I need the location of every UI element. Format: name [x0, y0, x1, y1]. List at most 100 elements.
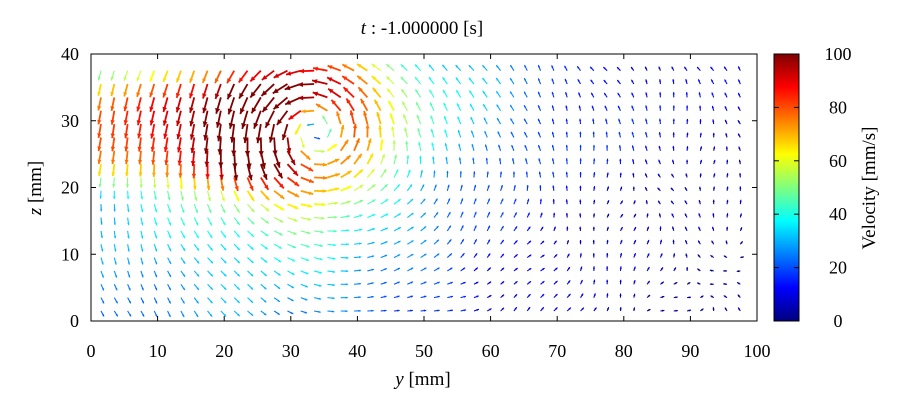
velocity-arrow	[446, 170, 449, 178]
velocity-arrow	[553, 240, 558, 245]
velocity-arrow	[153, 190, 157, 200]
velocity-arrow	[367, 282, 374, 285]
velocity-arrow	[137, 137, 142, 152]
velocity-arrow	[167, 204, 172, 213]
velocity-arrow	[138, 164, 143, 177]
velocity-arrow	[672, 79, 675, 85]
velocity-arrow	[620, 213, 624, 218]
velocity-arrow	[460, 198, 464, 205]
velocity-arrow	[602, 66, 608, 72]
velocity-arrow	[260, 270, 268, 277]
x-tick-label: 100	[744, 341, 771, 361]
velocity-arrow	[616, 79, 621, 85]
velocity-arrow	[127, 257, 130, 265]
velocity-arrow	[433, 184, 437, 192]
velocity-arrow	[606, 306, 610, 312]
velocity-arrow	[233, 257, 241, 264]
velocity-arrow	[606, 239, 609, 245]
velocity-arrow	[380, 254, 388, 259]
velocity-arrow	[340, 243, 349, 246]
velocity-arrow	[164, 150, 169, 165]
velocity-arrow	[327, 64, 342, 72]
velocity-arrow	[367, 228, 376, 232]
velocity-arrow	[579, 213, 582, 218]
velocity-arrow	[525, 171, 528, 178]
velocity-arrow	[113, 297, 119, 304]
velocity-arrow	[618, 118, 621, 125]
velocity-arrow	[513, 226, 518, 232]
velocity-arrow	[193, 283, 200, 291]
velocity-arrow	[300, 243, 310, 248]
velocity-arrow	[619, 293, 622, 298]
velocity-arrow	[468, 77, 475, 85]
velocity-arrow	[441, 64, 448, 72]
velocity-arrow	[136, 110, 142, 126]
velocity-arrow	[509, 91, 515, 98]
velocity-arrow	[473, 238, 478, 245]
velocity-arrow	[314, 149, 325, 154]
velocity-arrow	[684, 200, 688, 205]
velocity-arrow	[247, 270, 254, 277]
velocity-arrow	[579, 253, 582, 258]
velocity-arrow	[349, 110, 355, 125]
velocity-arrow	[473, 267, 479, 272]
velocity-arrow	[671, 173, 675, 178]
velocity-arrow	[233, 243, 241, 251]
velocity-arrow	[258, 137, 264, 157]
velocity-arrow	[566, 226, 569, 231]
velocity-arrow	[646, 253, 650, 258]
velocity-arrow	[98, 177, 102, 188]
velocity-arrow	[313, 243, 324, 247]
velocity-arrow	[167, 243, 172, 252]
x-axis-variable: y	[393, 369, 404, 390]
velocity-arrow	[513, 184, 516, 191]
velocity-arrow	[579, 226, 582, 231]
velocity-arrow	[380, 227, 389, 232]
velocity-arrow	[367, 241, 375, 245]
velocity-arrow	[659, 105, 662, 111]
velocity-arrow	[473, 252, 478, 258]
velocity-arrow	[314, 230, 324, 234]
velocity-arrow	[698, 213, 701, 218]
colorbar-tick-label: 20	[829, 258, 847, 278]
velocity-arrow	[443, 115, 448, 125]
velocity-arrow	[486, 198, 491, 205]
y-tick-label: 20	[61, 178, 79, 198]
velocity-arrow	[644, 66, 648, 71]
velocity-arrow	[486, 308, 492, 312]
velocity-arrow	[247, 310, 254, 317]
velocity-arrow	[537, 118, 542, 125]
velocity-arrow	[579, 185, 582, 191]
velocity-arrow	[630, 66, 635, 72]
velocity-arrow	[553, 267, 558, 272]
velocity-arrow	[150, 137, 156, 152]
velocity-arrow	[593, 158, 596, 165]
velocity-arrow	[737, 294, 741, 298]
velocity-arrow	[176, 110, 182, 127]
velocity-arrow	[371, 63, 382, 72]
velocity-arrow	[684, 213, 688, 218]
velocity-arrow	[314, 189, 327, 193]
velocity-arrow	[445, 156, 448, 165]
velocity-arrow	[354, 296, 361, 299]
velocity-arrow	[260, 283, 267, 290]
velocity-arrow	[110, 70, 115, 81]
velocity-arrow	[193, 257, 200, 264]
velocity-arrow	[260, 190, 270, 201]
velocity-arrow	[711, 105, 715, 111]
velocity-arrow	[405, 141, 409, 151]
velocity-arrow	[551, 118, 555, 125]
velocity-arrow	[407, 267, 414, 272]
velocity-arrow	[153, 177, 157, 189]
velocity-arrow	[287, 190, 300, 198]
velocity-arrow	[619, 239, 623, 245]
velocity-arrow	[353, 199, 364, 205]
x-tick-label: 20	[215, 341, 233, 361]
velocity-arrow	[207, 190, 211, 202]
velocity-arrow	[606, 186, 610, 192]
velocity-arrow	[526, 267, 532, 272]
velocity-arrow	[363, 110, 369, 125]
velocity-arrow	[233, 203, 241, 213]
velocity-arrow	[260, 310, 267, 316]
velocity-arrow	[220, 270, 227, 277]
